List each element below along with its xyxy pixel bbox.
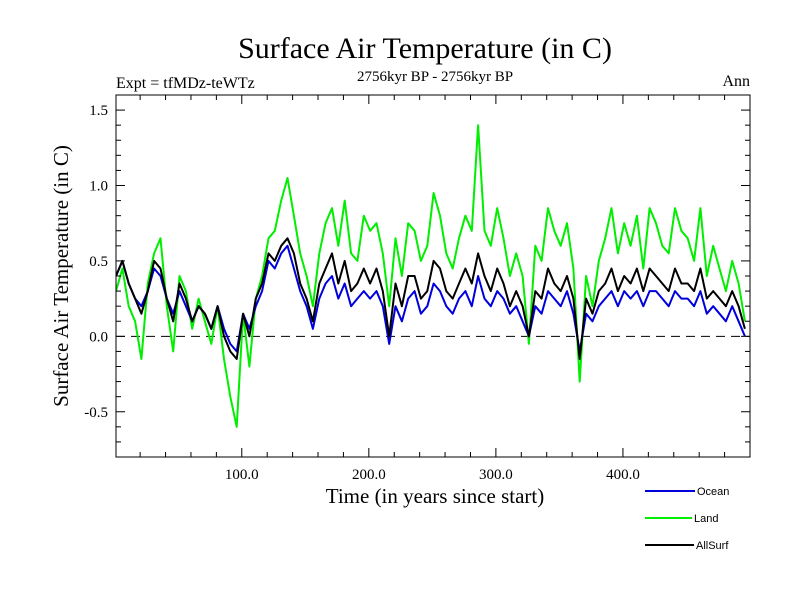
plot-area bbox=[116, 124, 750, 428]
legend-entry-ocean: Ocean bbox=[645, 486, 729, 498]
y-tick-label: 1.5 bbox=[89, 103, 108, 119]
y-tick-label: 1.0 bbox=[89, 179, 108, 195]
y-tick-label: 0.0 bbox=[89, 329, 108, 345]
axis-ticks: 100.0 200.0 300.0 400.0 -0.5 0.0 0.5 1.0 1.5 bbox=[84, 95, 750, 483]
x-tick-label: 200.0 bbox=[352, 467, 386, 483]
x-tick-label: 400.0 bbox=[606, 467, 640, 483]
y-tick-label: 0.5 bbox=[89, 254, 108, 270]
chart-title: Surface Air Temperature (in C) bbox=[238, 32, 612, 65]
series-line-land bbox=[116, 124, 746, 428]
y-axis-label: Surface Air Temperature (in C) bbox=[49, 145, 73, 407]
series-line-allsurf bbox=[116, 237, 746, 360]
x-tick-label: 100.0 bbox=[225, 467, 259, 483]
legend-label-allsurf: AllSurf bbox=[696, 540, 729, 552]
season-label: Ann bbox=[722, 73, 750, 90]
experiment-label: Expt = tfMDz-teWTz bbox=[116, 75, 255, 92]
x-axis-label: Time (in years since start) bbox=[326, 484, 545, 508]
y-tick-label: -0.5 bbox=[84, 405, 108, 421]
legend: Ocean Land AllSurf bbox=[645, 486, 729, 552]
series-layer bbox=[116, 124, 746, 428]
legend-label-ocean: Ocean bbox=[697, 486, 729, 498]
x-tick-label: 300.0 bbox=[479, 467, 513, 483]
series-line-ocean bbox=[116, 244, 746, 353]
chart-subtitle: 2756kyr BP - 2756kyr BP bbox=[357, 69, 513, 85]
legend-entry-land: Land bbox=[645, 513, 718, 525]
legend-label-land: Land bbox=[694, 513, 718, 525]
legend-entry-allsurf: AllSurf bbox=[645, 540, 729, 552]
